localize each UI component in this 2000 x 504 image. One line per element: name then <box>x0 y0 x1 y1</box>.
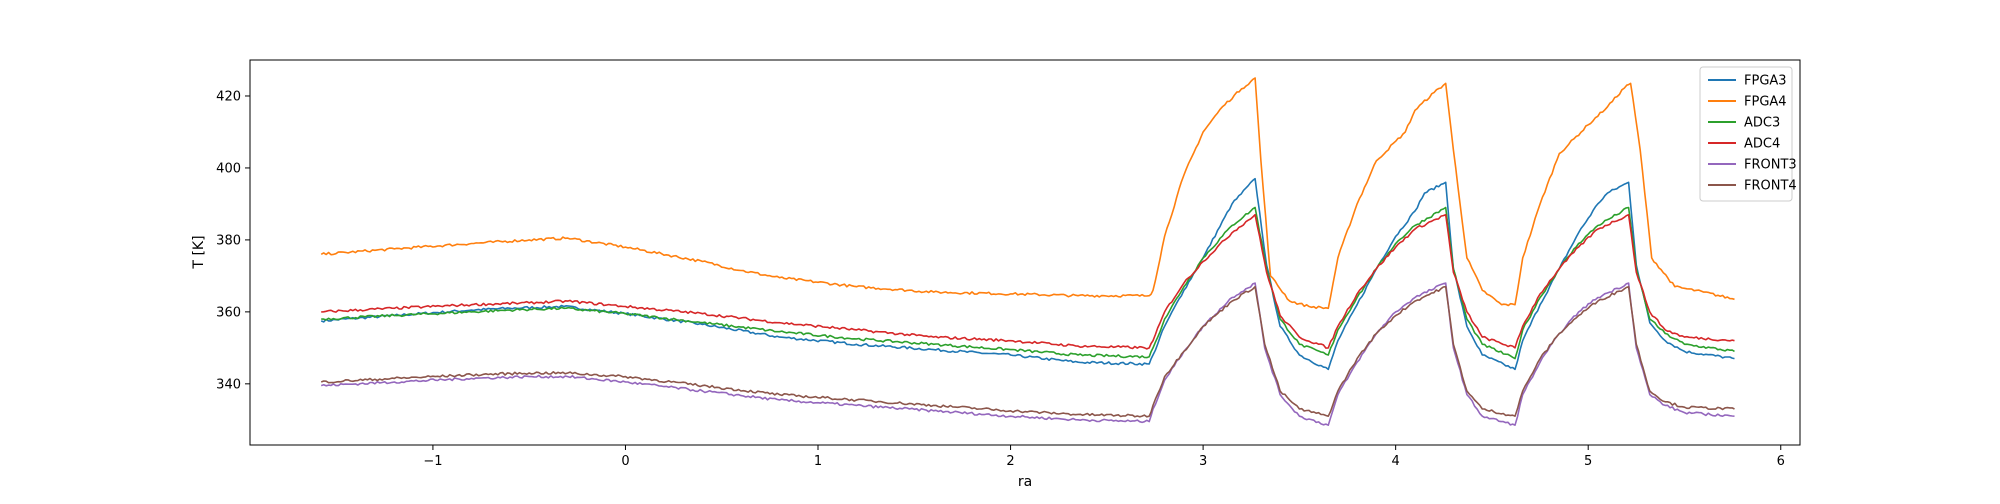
legend-label: FRONT4 <box>1744 179 1797 194</box>
legend-label: FPGA4 <box>1744 95 1787 110</box>
series-line-front3 <box>320 282 1735 427</box>
series-line-adc3 <box>321 206 1735 360</box>
y-tick-label: 360 <box>216 305 241 320</box>
x-tick-label: 6 <box>1777 454 1785 469</box>
y-axis-ticks: 340 360 380 400 420 <box>216 89 250 392</box>
plot-lines <box>320 77 1735 427</box>
x-tick-label: 2 <box>1006 454 1014 469</box>
y-tick-label: 340 <box>216 377 241 392</box>
x-axis-ticks: −1 0 1 2 3 4 5 6 <box>423 445 1785 469</box>
x-tick-label: 0 <box>621 454 629 469</box>
y-tick-label: 380 <box>216 233 241 248</box>
x-tick-label: −1 <box>423 454 442 469</box>
y-tick-label: 400 <box>216 161 241 176</box>
y-axis-label: T [K] <box>191 235 207 269</box>
legend: FPGA3 FPGA4 ADC3 ADC4 FRONT3 FRONT4 <box>1699 66 1797 202</box>
legend-label: FPGA3 <box>1744 74 1787 89</box>
x-tick-label: 3 <box>1199 454 1207 469</box>
legend-label: ADC3 <box>1744 116 1780 131</box>
plot-frame <box>249 59 1801 446</box>
x-tick-label: 4 <box>1392 454 1400 469</box>
series-line-front4 <box>320 285 1735 418</box>
x-tick-label: 1 <box>814 454 822 469</box>
y-tick-label: 420 <box>216 89 241 104</box>
x-axis-label: ra <box>1018 474 1032 490</box>
series-line-adc4 <box>321 213 1735 350</box>
series-line-fpga3 <box>320 177 1735 371</box>
legend-label: ADC4 <box>1744 137 1780 152</box>
x-tick-label: 5 <box>1584 454 1592 469</box>
legend-label: FRONT3 <box>1744 158 1797 173</box>
series-line-fpga4 <box>320 77 1735 310</box>
